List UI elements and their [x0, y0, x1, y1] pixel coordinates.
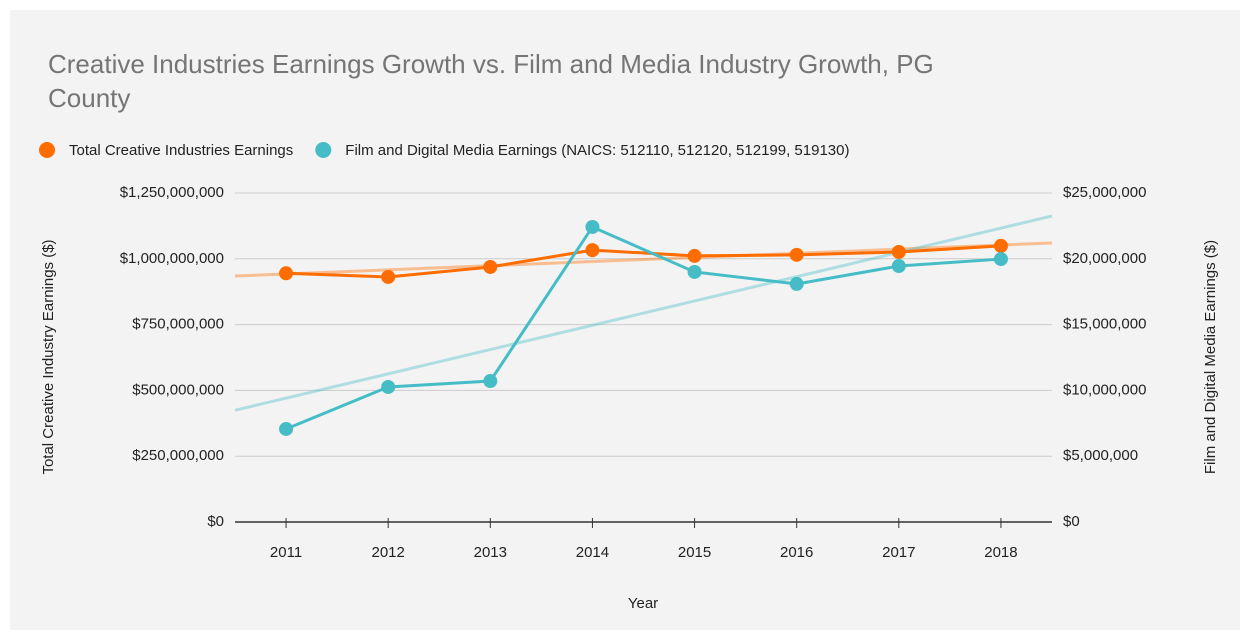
point	[381, 379, 396, 394]
series-line	[285, 225, 1002, 431]
y-tick-label: $500,000,000	[132, 381, 224, 398]
y-axis-title: Total Creative Industry Earnings ($)	[40, 239, 57, 474]
point	[891, 259, 906, 274]
point	[993, 238, 1008, 253]
point	[687, 264, 702, 279]
trendline	[234, 241, 1053, 278]
chart-title-line1: Creative Industries Earnings Growth vs. …	[48, 49, 934, 79]
y-tick-label: $250,000,000	[132, 447, 224, 464]
x-axis-title: Year	[628, 595, 658, 612]
y-tick-label: $0	[207, 513, 224, 530]
legend-marker	[315, 142, 332, 158]
point	[585, 243, 600, 258]
legend-marker	[39, 142, 55, 158]
background	[10, 10, 1240, 630]
y2-tick-label: $0	[1063, 513, 1080, 530]
legend-label: Total Creative Industries Earnings	[69, 142, 293, 159]
point	[789, 276, 804, 291]
y2-tick-label: $25,000,000	[1063, 184, 1146, 201]
chart-title-line2: County	[48, 83, 130, 113]
y2-tick-label: $20,000,000	[1063, 250, 1146, 267]
point	[687, 248, 702, 263]
legend-label: Film and Digital Media Earnings (NAICS: …	[345, 142, 849, 159]
y2-tick-label: $15,000,000	[1063, 316, 1146, 333]
point	[993, 252, 1008, 267]
y-tick-label: $1,000,000,000	[120, 250, 224, 267]
y2-tick-label: $10,000,000	[1063, 381, 1146, 398]
x-tick-label: 2016	[780, 544, 813, 561]
x-tick-label: 2015	[678, 544, 711, 561]
y-tick-label: $1,250,000,000	[120, 184, 224, 201]
x-tick-label: 2014	[576, 544, 609, 561]
point	[585, 219, 600, 234]
y2-axis-title: Film and Digital Media Earnings ($)	[1202, 240, 1219, 474]
point	[483, 374, 498, 389]
x-tick-label: 2013	[474, 544, 507, 561]
point	[381, 269, 396, 284]
y-tick-label: $750,000,000	[132, 316, 224, 333]
x-tick-label: 2011	[270, 544, 302, 561]
point	[279, 266, 294, 281]
x-tick-label: 2018	[984, 544, 1017, 561]
y2-tick-label: $5,000,000	[1063, 447, 1138, 464]
point	[891, 244, 906, 259]
x-tick-label: 2017	[882, 544, 915, 561]
series-line	[286, 244, 1002, 279]
trendline	[234, 214, 1053, 412]
point	[483, 259, 498, 274]
point	[789, 247, 804, 262]
point	[279, 421, 294, 436]
x-tick-label: 2012	[372, 544, 405, 561]
